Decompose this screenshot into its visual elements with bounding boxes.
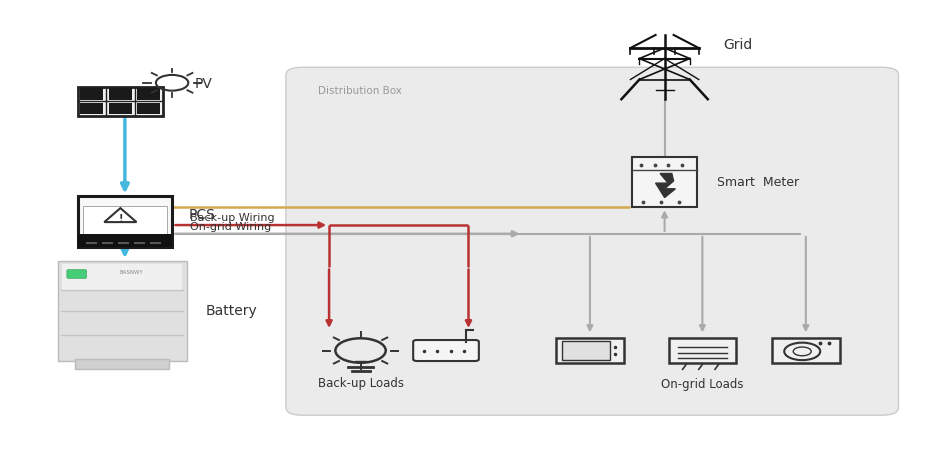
Text: Battery: Battery [205, 304, 256, 318]
FancyBboxPatch shape [83, 206, 167, 233]
Text: Grid: Grid [723, 39, 752, 53]
FancyBboxPatch shape [58, 261, 186, 361]
FancyBboxPatch shape [109, 103, 132, 114]
FancyBboxPatch shape [63, 264, 182, 290]
FancyBboxPatch shape [632, 157, 696, 207]
Text: PV: PV [195, 77, 212, 91]
FancyBboxPatch shape [138, 103, 160, 114]
Text: !: ! [118, 213, 123, 224]
FancyBboxPatch shape [562, 341, 609, 360]
Text: Distribution Box: Distribution Box [318, 86, 402, 96]
FancyBboxPatch shape [285, 67, 898, 415]
FancyBboxPatch shape [78, 233, 172, 247]
FancyBboxPatch shape [78, 87, 163, 116]
FancyBboxPatch shape [66, 270, 86, 279]
FancyBboxPatch shape [668, 338, 736, 363]
FancyBboxPatch shape [80, 88, 103, 100]
FancyBboxPatch shape [413, 340, 478, 361]
Text: Back-up Loads: Back-up Loads [317, 377, 403, 390]
Text: PCS: PCS [188, 208, 215, 222]
Polygon shape [655, 173, 675, 198]
FancyBboxPatch shape [556, 338, 623, 363]
FancyBboxPatch shape [138, 88, 160, 100]
Text: On-grid Loads: On-grid Loads [661, 378, 743, 391]
FancyBboxPatch shape [78, 196, 172, 247]
Text: Smart  Meter: Smart Meter [716, 176, 798, 189]
FancyBboxPatch shape [109, 88, 132, 100]
FancyBboxPatch shape [80, 103, 103, 114]
Text: BASNWY: BASNWY [119, 270, 143, 275]
Text: Back-up Wiring: Back-up Wiring [189, 213, 274, 223]
FancyBboxPatch shape [75, 359, 169, 369]
FancyBboxPatch shape [771, 338, 839, 363]
Text: On-grid Wiring: On-grid Wiring [189, 222, 271, 232]
